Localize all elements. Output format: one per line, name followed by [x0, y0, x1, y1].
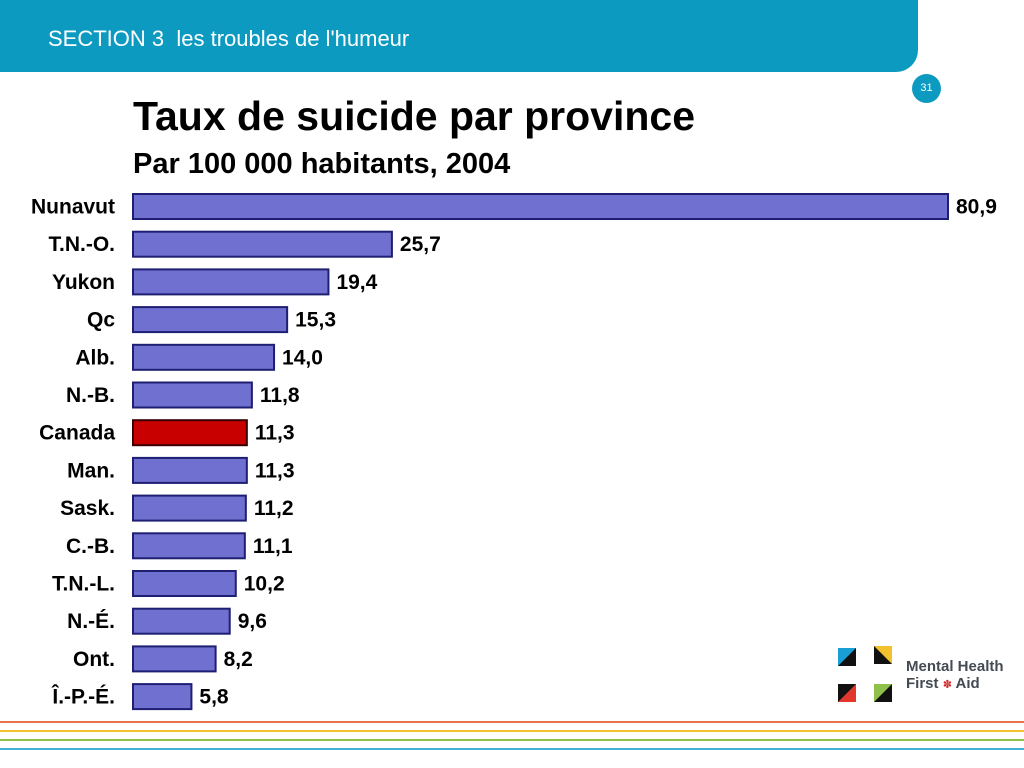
category-label-1: T.N.-O.	[49, 233, 116, 256]
category-label-10: T.N.-L.	[52, 573, 115, 596]
maple-leaf-icon: ✽	[942, 679, 952, 691]
value-label-11: 9,6	[238, 610, 267, 633]
logo-word-aid: Aid	[955, 675, 980, 692]
chart-title: Taux de suicide par province	[133, 93, 696, 139]
category-label-6: Canada	[39, 422, 115, 445]
category-label-0: Nunavut	[31, 196, 115, 219]
footer-stripe-0	[0, 721, 1024, 723]
category-label-2: Yukon	[52, 271, 115, 294]
header-banner: SECTION 3 les troubles de l'humeur	[0, 0, 918, 72]
value-label-6: 11,3	[255, 422, 295, 445]
category-label-4: Alb.	[75, 346, 115, 369]
bar-1	[132, 230, 393, 258]
value-label-8: 11,2	[254, 497, 294, 520]
bar-6	[132, 419, 248, 447]
bar-8	[132, 494, 247, 522]
category-label-9: C.-B.	[66, 535, 115, 558]
logo-line-2: First ✽ Aid	[906, 675, 980, 694]
logo-word-first: First	[906, 675, 939, 692]
category-label-7: Man.	[67, 459, 115, 482]
logo-line-1: Mental Health	[906, 658, 1004, 675]
bar-10	[132, 570, 237, 597]
bar-2	[132, 268, 330, 296]
value-label-12: 8,2	[224, 648, 253, 671]
value-label-4: 14,0	[282, 346, 323, 369]
chart-subtitle: Par 100 000 habitants, 2004	[133, 148, 511, 180]
bar-0	[132, 193, 949, 220]
bar-12	[132, 645, 217, 673]
bar-13	[132, 683, 193, 711]
value-label-0: 80,9	[956, 196, 997, 219]
category-label-12: Ont.	[73, 648, 115, 671]
value-label-9: 11,1	[253, 535, 293, 558]
logo-mark-icon	[838, 646, 892, 702]
footer-stripe-2	[0, 739, 1024, 741]
value-label-5: 11,8	[260, 384, 300, 407]
value-label-3: 15,3	[295, 309, 336, 332]
category-label-8: Sask.	[60, 497, 115, 520]
category-label-13: Î.-P.-É.	[51, 685, 115, 709]
bar-11	[132, 607, 231, 635]
bar-9	[132, 532, 246, 560]
value-label-2: 19,4	[336, 271, 377, 294]
bar-4	[132, 343, 276, 371]
category-label-5: N.-B.	[66, 384, 115, 407]
footer-stripe-3	[0, 748, 1024, 750]
footer-stripe-1	[0, 730, 1024, 732]
value-label-13: 5,8	[199, 686, 229, 709]
mental-health-first-aid-logo: Mental Health First ✽ Aid	[832, 642, 1022, 708]
page-number-badge: 31	[912, 74, 941, 103]
value-label-1: 25,7	[400, 233, 441, 256]
value-label-7: 11,3	[255, 459, 295, 482]
category-label-3: Qc	[87, 309, 115, 332]
bar-7	[132, 456, 248, 484]
section-title: SECTION 3 les troubles de l'humeur	[48, 26, 410, 51]
category-label-11: N.-É.	[67, 610, 115, 633]
bar-5	[132, 381, 253, 409]
bar-3	[132, 306, 289, 334]
value-label-10: 10,2	[244, 573, 285, 596]
